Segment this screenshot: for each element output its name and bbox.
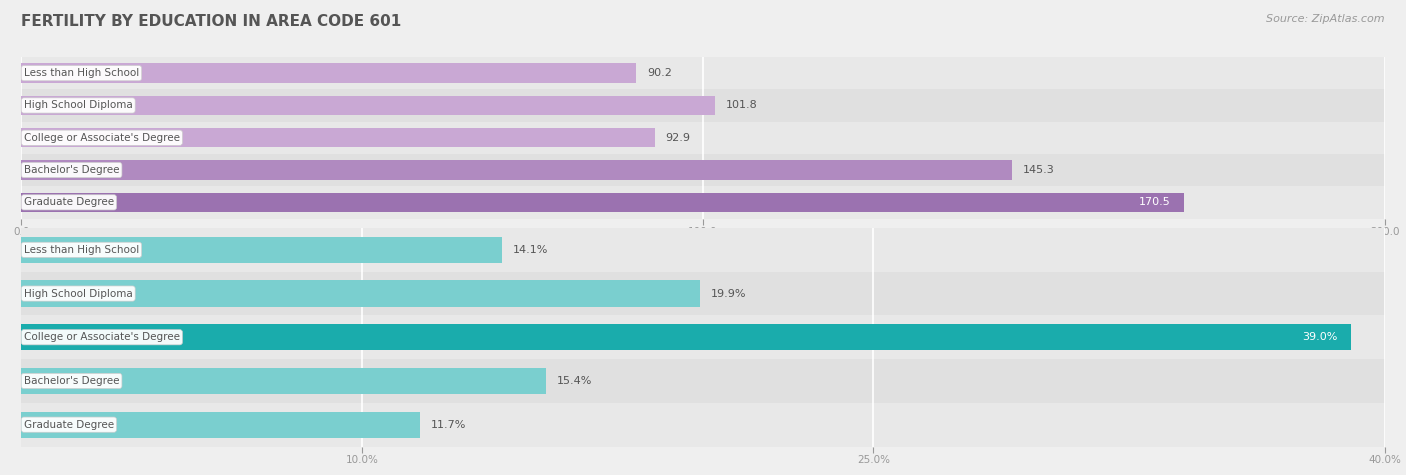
Bar <box>21 193 1184 212</box>
Bar <box>21 186 1385 219</box>
Bar <box>21 315 1385 359</box>
Text: 170.5: 170.5 <box>1139 197 1170 208</box>
Text: 39.0%: 39.0% <box>1302 332 1337 342</box>
Text: 145.3: 145.3 <box>1022 165 1054 175</box>
Text: Less than High School: Less than High School <box>24 68 139 78</box>
Text: High School Diploma: High School Diploma <box>24 100 132 111</box>
Text: Bachelor's Degree: Bachelor's Degree <box>24 165 120 175</box>
Text: Bachelor's Degree: Bachelor's Degree <box>24 376 120 386</box>
Bar <box>21 359 1385 403</box>
Bar <box>21 57 1385 89</box>
Text: Graduate Degree: Graduate Degree <box>24 419 114 430</box>
Bar <box>21 96 716 115</box>
Bar <box>21 272 1385 315</box>
Text: High School Diploma: High School Diploma <box>24 288 132 299</box>
Text: Graduate Degree: Graduate Degree <box>24 197 114 208</box>
Bar <box>21 403 1385 446</box>
Bar <box>21 161 1012 180</box>
Bar <box>21 89 1385 122</box>
Text: 92.9: 92.9 <box>665 133 690 143</box>
Bar <box>21 280 700 307</box>
Text: 19.9%: 19.9% <box>710 288 747 299</box>
Text: Less than High School: Less than High School <box>24 245 139 255</box>
Text: 101.8: 101.8 <box>725 100 758 111</box>
Bar <box>21 64 636 83</box>
Text: College or Associate's Degree: College or Associate's Degree <box>24 332 180 342</box>
Bar <box>21 154 1385 186</box>
Bar <box>21 128 655 147</box>
Bar <box>21 122 1385 154</box>
Text: 11.7%: 11.7% <box>430 419 467 430</box>
Bar <box>21 324 1351 351</box>
Bar <box>21 228 1385 272</box>
Text: 14.1%: 14.1% <box>513 245 548 255</box>
Bar <box>21 411 420 438</box>
Text: 15.4%: 15.4% <box>557 376 592 386</box>
Text: 90.2: 90.2 <box>647 68 672 78</box>
Bar <box>21 237 502 263</box>
Text: Source: ZipAtlas.com: Source: ZipAtlas.com <box>1267 14 1385 24</box>
Text: College or Associate's Degree: College or Associate's Degree <box>24 133 180 143</box>
Text: FERTILITY BY EDUCATION IN AREA CODE 601: FERTILITY BY EDUCATION IN AREA CODE 601 <box>21 14 401 29</box>
Bar <box>21 368 546 394</box>
